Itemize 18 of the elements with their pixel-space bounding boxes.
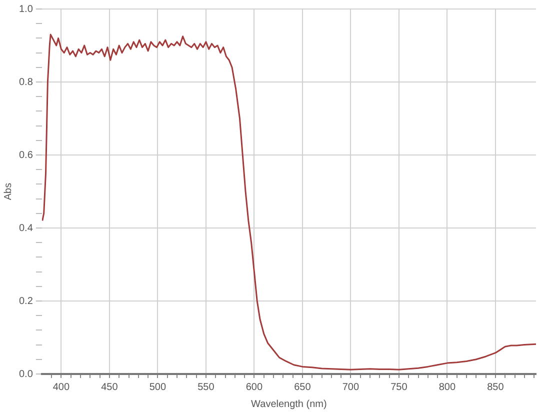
x-tick-label: 700 <box>342 382 360 393</box>
y-tick-label: 0.8 <box>18 76 34 88</box>
x-tick-label: 650 <box>294 382 312 393</box>
y-tick-label: 0.6 <box>18 150 34 161</box>
x-tick-label: 750 <box>390 382 408 393</box>
y-tick-label: 0.0 <box>18 368 34 380</box>
y-axis-title: Abs <box>2 182 14 200</box>
x-tick-label: 400 <box>52 382 70 393</box>
x-tick-label: 450 <box>101 382 118 393</box>
x-tick-label: 600 <box>246 382 263 393</box>
y-tick-label: 0.4 <box>18 222 34 234</box>
y-tick-label: 0.2 <box>18 296 34 307</box>
x-tick-label: 800 <box>438 382 456 393</box>
x-tick-label: 550 <box>198 382 215 393</box>
x-axis-title: Wavelength (nm) <box>251 398 327 410</box>
y-tick-label: 1.0 <box>18 4 34 15</box>
x-tick-label: 850 <box>487 382 504 393</box>
x-tick-label: 500 <box>149 382 166 393</box>
